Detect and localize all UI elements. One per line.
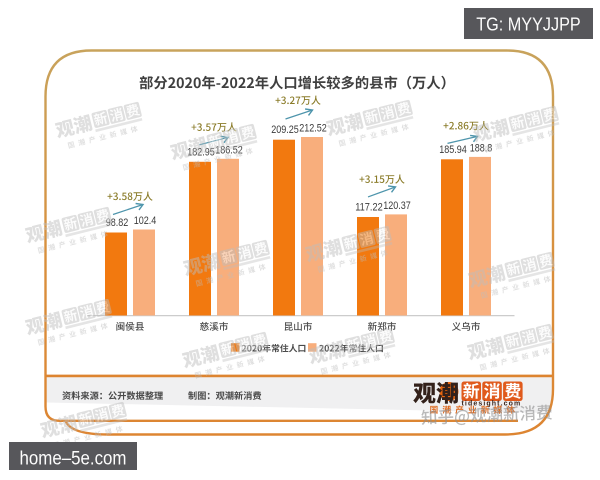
svg-text:212.52: 212.52	[299, 123, 327, 135]
svg-text:117.22: 117.22	[355, 202, 383, 214]
svg-text:home–5e.com: home–5e.com	[20, 448, 127, 470]
svg-text:102.4: 102.4	[134, 215, 157, 227]
svg-text:tidesight.com: tidesight.com	[462, 401, 522, 408]
svg-text:185.94: 185.94	[439, 144, 467, 156]
svg-text:TG: MYYJJPP: TG: MYYJJPP	[476, 14, 581, 35]
svg-text:120.37: 120.37	[383, 200, 411, 212]
svg-text:209.25: 209.25	[271, 124, 299, 136]
